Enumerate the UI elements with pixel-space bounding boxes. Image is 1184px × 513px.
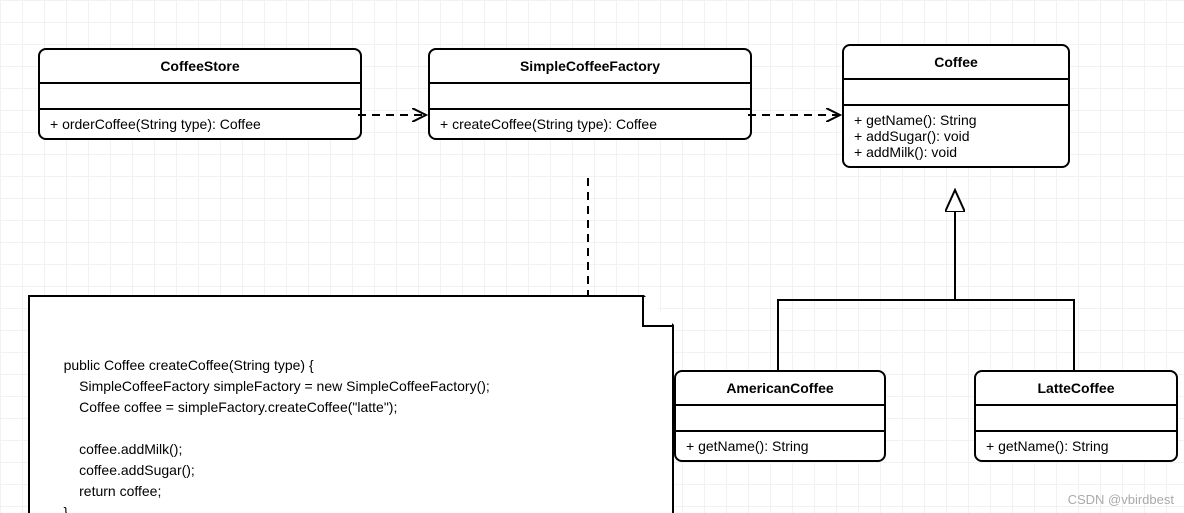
watermark-text: CSDN @vbirdbest: [1068, 492, 1174, 507]
class-coffee: Coffee + getName(): String + addSugar():…: [842, 44, 1070, 168]
class-name: CoffeeStore: [40, 50, 360, 84]
class-attributes: [40, 84, 360, 110]
class-operations: + getName(): String + addSugar(): void +…: [844, 106, 1068, 166]
class-attributes: [676, 406, 884, 432]
class-simple-coffee-factory: SimpleCoffeeFactory + createCoffee(Strin…: [428, 48, 752, 140]
class-attributes: [976, 406, 1176, 432]
note-fold-icon: [642, 295, 674, 327]
class-attributes: [844, 80, 1068, 106]
code-note: public Coffee createCoffee(String type) …: [28, 295, 674, 513]
class-american-coffee: AmericanCoffee + getName(): String: [674, 370, 886, 462]
class-operations: + orderCoffee(String type): Coffee: [40, 110, 360, 138]
class-name: Coffee: [844, 46, 1068, 80]
class-coffee-store: CoffeeStore + orderCoffee(String type): …: [38, 48, 362, 140]
class-name: SimpleCoffeeFactory: [430, 50, 750, 84]
edge-latte-generalization: [955, 300, 1074, 370]
class-attributes: [430, 84, 750, 110]
class-operations: + getName(): String: [976, 432, 1176, 460]
diagram-canvas: CoffeeStore + orderCoffee(String type): …: [0, 0, 1184, 513]
note-text: public Coffee createCoffee(String type) …: [48, 357, 490, 513]
class-name: LatteCoffee: [976, 372, 1176, 406]
class-name: AmericanCoffee: [676, 372, 884, 406]
class-operations: + createCoffee(String type): Coffee: [430, 110, 750, 138]
class-operations: + getName(): String: [676, 432, 884, 460]
edge-american-generalization: [778, 300, 955, 370]
class-latte-coffee: LatteCoffee + getName(): String: [974, 370, 1178, 462]
